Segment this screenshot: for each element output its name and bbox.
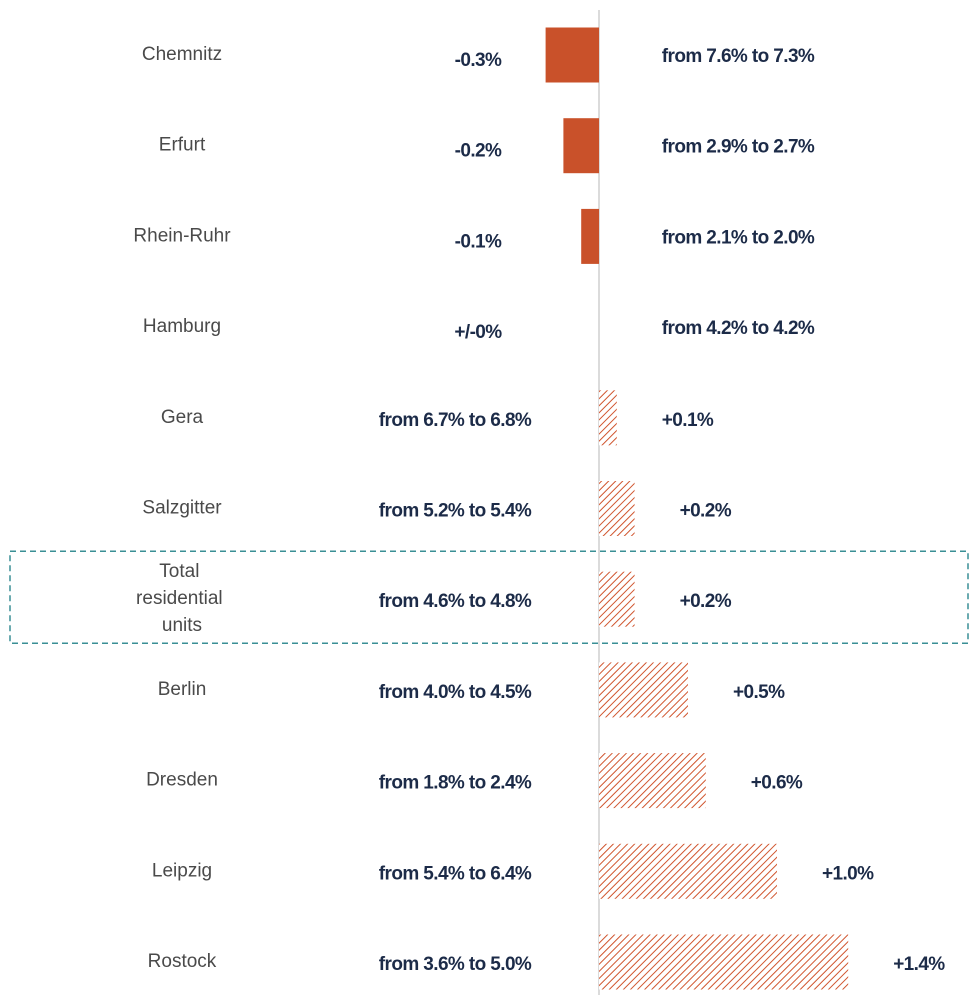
value-label: -0.3% xyxy=(455,50,502,71)
range-label: from 5.2% to 5.4% xyxy=(379,501,532,522)
value-label: +1.4% xyxy=(893,954,945,975)
bar xyxy=(599,390,617,446)
bar xyxy=(599,571,635,627)
value-label: +0.1% xyxy=(662,410,714,431)
category-label: Hamburg xyxy=(143,316,221,337)
range-label: from 7.6% to 7.3% xyxy=(662,46,815,67)
category-label: Chemnitz xyxy=(142,44,222,65)
bar xyxy=(563,118,599,174)
value-label: +0.2% xyxy=(680,591,732,612)
value-label: +0.2% xyxy=(680,501,732,522)
category-label: Gera xyxy=(161,407,204,428)
bar xyxy=(599,934,849,990)
bar xyxy=(599,481,635,536)
value-label: +0.5% xyxy=(733,682,785,703)
value-label: +0.6% xyxy=(751,773,803,794)
value-label: +1.0% xyxy=(822,863,874,884)
value-label: -0.2% xyxy=(455,141,502,162)
category-label: Salzgitter xyxy=(142,498,222,519)
value-label: +/-0% xyxy=(454,322,502,343)
bar xyxy=(599,753,706,809)
category-label: Dresden xyxy=(146,770,218,791)
range-label: from 5.4% to 6.4% xyxy=(379,863,532,884)
bar xyxy=(545,27,599,83)
range-label: from 4.0% to 4.5% xyxy=(379,682,532,703)
bar xyxy=(599,843,777,899)
range-label: from 1.8% to 2.4% xyxy=(379,773,532,794)
bar xyxy=(581,208,599,264)
range-label: from 4.2% to 4.2% xyxy=(662,318,815,339)
range-label: from 2.1% to 2.0% xyxy=(662,227,815,248)
range-label: from 2.9% to 2.7% xyxy=(662,137,815,158)
bar xyxy=(599,662,688,718)
category-label: Leipzig xyxy=(152,860,212,881)
range-label: from 6.7% to 6.8% xyxy=(379,410,532,431)
value-label: -0.1% xyxy=(455,231,502,252)
category-label: Total residential units xyxy=(136,561,228,636)
category-label: Rostock xyxy=(148,951,217,972)
category-label: Erfurt xyxy=(159,135,206,156)
highlight-box xyxy=(9,550,969,644)
range-label: from 4.6% to 4.8% xyxy=(379,591,532,612)
category-label: Rhein-Ruhr xyxy=(133,225,231,246)
range-label: from 3.6% to 5.0% xyxy=(379,954,532,975)
category-label: Berlin xyxy=(158,679,207,700)
